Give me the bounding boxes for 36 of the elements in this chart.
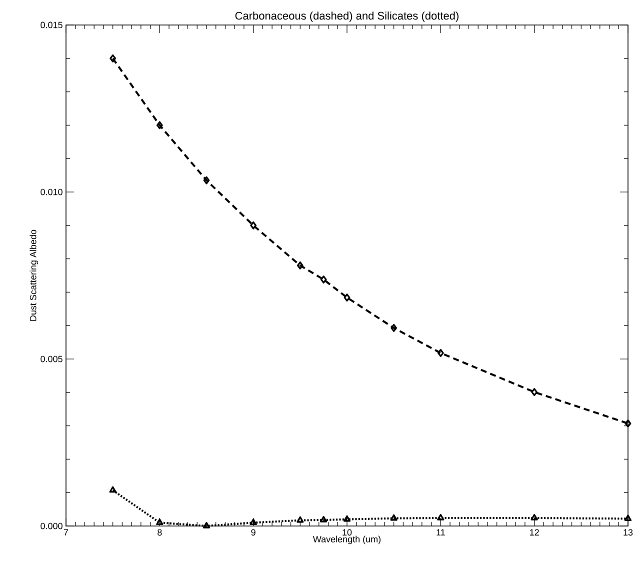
x-tick-label: 7 [64, 529, 68, 536]
point [156, 121, 163, 130]
chart-title: Carbonaceous (dashed) and Silicates (dotted) [235, 12, 458, 22]
point [320, 276, 327, 284]
y-tick-label: 0.000 [40, 522, 62, 530]
y-tick-label: 0.005 [40, 356, 62, 362]
point [530, 514, 538, 520]
point [390, 324, 398, 332]
point [624, 419, 632, 428]
point [203, 176, 210, 184]
x-tick-label: 12 [530, 529, 539, 536]
y-tick-label: 0.015 [40, 22, 62, 28]
point [390, 514, 398, 521]
y-axis-title: Dust Scattering Albedo [30, 230, 38, 321]
x-axis-title: Wavelength (um) [312, 536, 381, 544]
point [202, 522, 210, 528]
x-tick-label: 10 [342, 529, 352, 536]
point [109, 486, 116, 493]
point [344, 294, 350, 302]
point [296, 516, 304, 523]
point [437, 514, 444, 520]
point [624, 514, 632, 522]
x-tick-label: 13 [624, 529, 633, 536]
point [156, 518, 164, 526]
point [250, 518, 257, 526]
x-tick-label: 8 [158, 529, 162, 536]
point [110, 54, 116, 62]
x-tick-label: 9 [251, 529, 256, 536]
y-tick-label: 0.010 [40, 188, 62, 196]
point [343, 515, 351, 522]
point [320, 516, 328, 522]
point [296, 261, 304, 270]
point [437, 348, 444, 357]
point [250, 221, 257, 230]
point [531, 388, 538, 396]
x-tick-label: 11 [436, 529, 445, 536]
